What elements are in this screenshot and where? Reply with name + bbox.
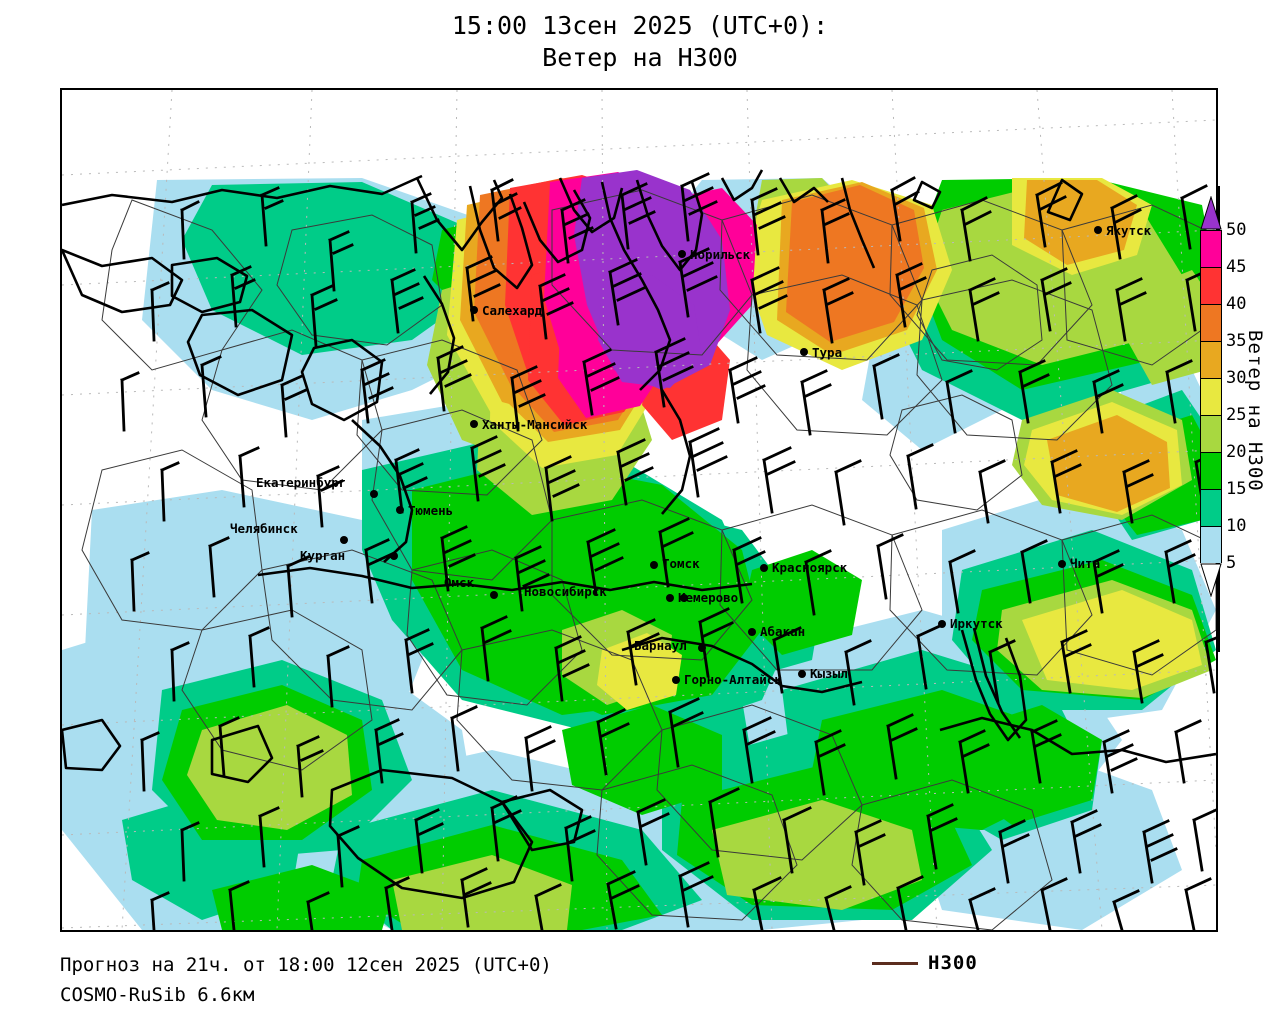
colorbar-band-15-20 (1200, 452, 1222, 489)
colorbar-label: Ветер на H300 (1244, 330, 1266, 492)
city-kyzyl: Кызыл (798, 666, 848, 681)
legend: H300 (872, 952, 978, 974)
svg-text:Тюмень: Тюмень (408, 503, 453, 518)
colorbar-tick-25: 25 (1226, 405, 1247, 425)
city-krasnoyarsk: Красноярск (760, 560, 848, 575)
city-yakutsk: Якутск (1094, 223, 1152, 238)
city-gorno-altaysk: Горно-Алтайск (672, 672, 782, 687)
colorbar-tick-35: 35 (1226, 331, 1247, 351)
svg-text:Красноярск: Красноярск (772, 560, 848, 575)
city-omsk: Омск (444, 575, 498, 599)
city-irkutsk: Иркутск (938, 616, 1003, 631)
colorbar-cap-bottom (1200, 563, 1222, 598)
city-khanty-mansiysk: Ханты-Мансийск (470, 417, 588, 432)
svg-text:Ханты-Мансийск: Ханты-Мансийск (482, 417, 588, 432)
city-kurgan: Курган (300, 548, 398, 563)
city-tyumen: Тюмень (396, 503, 453, 518)
city-salekhard: Салехард (470, 303, 543, 318)
colorbar-band-30-35 (1200, 341, 1222, 378)
city-novosibirsk: Новосибирск (524, 584, 688, 602)
colorbar-tick-30: 30 (1226, 368, 1247, 388)
colorbar-band-35-40 (1200, 304, 1222, 341)
colorbar-cap-top (1200, 195, 1222, 230)
svg-text:Челябинск: Челябинск (230, 521, 298, 536)
wind-barbs (120, 172, 1216, 930)
title-line-2: Ветер на H300 (542, 43, 738, 72)
graticule (62, 90, 1216, 930)
city-markers: Салехард Норильск Тура Якутск (230, 223, 1152, 687)
colorbar[interactable] (1200, 195, 1222, 640)
city-barnaul: Барнаул (634, 638, 706, 653)
svg-text:Якутск: Якутск (1106, 223, 1152, 238)
colorbar-band-40-45 (1200, 267, 1222, 304)
colorbar-tick-45: 45 (1226, 257, 1247, 277)
colorbar-band-25-30 (1200, 378, 1222, 415)
city-abakan: Абакан (748, 624, 805, 639)
svg-text:Абакан: Абакан (760, 624, 805, 639)
colorbar-ticks: 50 45 40 35 30 25 20 15 10 5 (1222, 196, 1280, 656)
colorbar-tick-10: 10 (1226, 516, 1247, 536)
svg-text:Кемерово: Кемерово (678, 590, 738, 605)
colorbar-band-10-15 (1200, 489, 1222, 526)
svg-text:Омск: Омск (444, 575, 475, 590)
h300-line-swatch (872, 961, 918, 965)
coastlines (62, 169, 1216, 900)
svg-text:Тура: Тура (812, 345, 842, 360)
colorbar-tick-5: 5 (1226, 553, 1237, 573)
city-chelyabinsk: Челябинск (230, 521, 348, 544)
footer-caption: Прогноз на 21ч. от 18:00 12сен 2025 (UTC… (60, 950, 552, 1010)
colorbar-band-20-25 (1200, 415, 1222, 452)
svg-text:Кызыл: Кызыл (810, 666, 848, 681)
forecast-line: Прогноз на 21ч. от 18:00 12сен 2025 (UTC… (60, 954, 552, 976)
model-line: COSMO-RuSib 6.6км (60, 984, 255, 1006)
colorbar-band-45-50 (1200, 230, 1222, 267)
svg-text:Горно-Алтайск: Горно-Алтайск (684, 672, 782, 687)
colorbar-tick-40: 40 (1226, 294, 1247, 314)
svg-text:Норильск: Норильск (690, 247, 751, 262)
region-borders (81, 189, 1216, 930)
map-svg: Салехард Норильск Тура Якутск (62, 90, 1216, 930)
svg-text:Салехард: Салехард (482, 303, 543, 318)
title-line-1: 15:00 13сен 2025 (UTC+0): (451, 11, 829, 40)
colorbar-band-5-10 (1200, 526, 1222, 563)
svg-text:Чита: Чита (1070, 556, 1100, 571)
map-canvas[interactable]: Салехард Норильск Тура Якутск (62, 90, 1216, 930)
city-norilsk: Норильск (678, 247, 751, 262)
city-yekaterinburg: Екатеринбург (256, 475, 378, 498)
svg-text:Томск: Томск (662, 556, 700, 571)
svg-text:Новосибирск: Новосибирск (524, 584, 607, 599)
colorbar-tick-50: 50 (1226, 220, 1247, 240)
svg-text:Екатеринбург: Екатеринбург (256, 475, 346, 490)
city-tomsk: Томск (650, 556, 700, 571)
city-kemerovo: Кемерово (666, 590, 738, 605)
colorbar-tick-15: 15 (1226, 479, 1247, 499)
colorbar-tick-20: 20 (1226, 442, 1247, 462)
map-frame[interactable]: Салехард Норильск Тура Якутск (60, 88, 1218, 932)
svg-text:Барнаул: Барнаул (634, 638, 687, 653)
svg-text:Иркутск: Иркутск (950, 616, 1003, 631)
city-tura: Тура (800, 345, 842, 360)
page-title: 15:00 13сен 2025 (UTC+0): Ветер на H300 (0, 10, 1280, 74)
svg-text:Курган: Курган (300, 548, 345, 563)
legend-label: H300 (928, 952, 978, 974)
city-chita: Чита (1058, 556, 1100, 571)
